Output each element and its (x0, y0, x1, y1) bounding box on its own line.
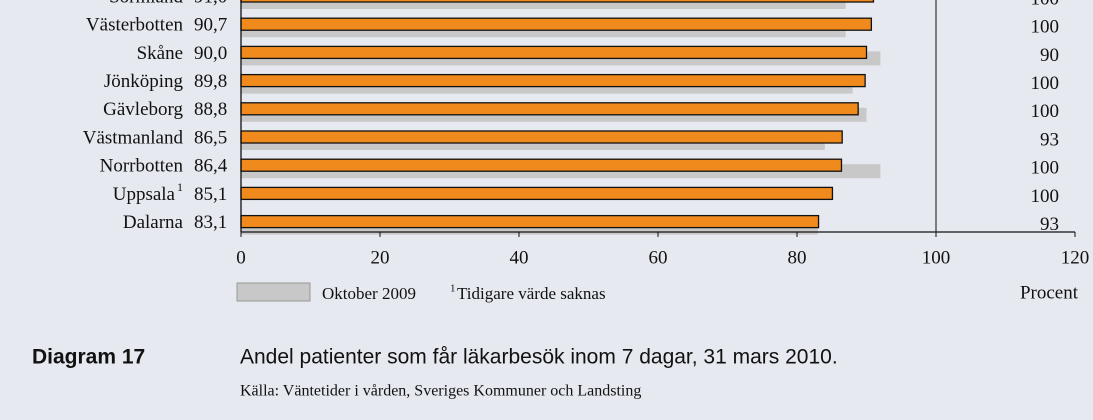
footnote: Tidigare värde saknas (457, 284, 606, 303)
bar (240, 214, 820, 229)
right-value: 100 (1031, 101, 1060, 122)
value-label: 88,8 (194, 99, 227, 120)
right-value: 90 (1040, 45, 1059, 66)
category-label: Uppsala (113, 184, 176, 205)
category-label: Västmanland (83, 127, 184, 148)
category-label: Sörmland (109, 0, 183, 7)
x-tick-label: 40 (510, 247, 529, 268)
x-tick-label: 120 (1061, 247, 1090, 268)
footnote-mark: 1 (177, 180, 183, 194)
right-value: 100 (1031, 186, 1060, 207)
footnote-mark: 1 (450, 283, 456, 295)
value-label: 90,7 (194, 15, 227, 36)
category-label: Västerbotten (86, 15, 184, 36)
right-value: 100 (1031, 17, 1060, 38)
right-value: 100 (1031, 0, 1060, 9)
bar (240, 102, 859, 116)
category-label: Norrbotten (100, 156, 184, 177)
chart-title: Andel patienter som får läkarbesök inom … (240, 346, 838, 369)
bar (240, 45, 868, 60)
x-tick-label: 0 (236, 247, 246, 268)
bar (240, 17, 873, 31)
right-value: 100 (1031, 158, 1060, 179)
source: Källa: Väntetider i vården, Sveriges Kom… (240, 383, 641, 400)
value-label: 90,0 (194, 43, 227, 64)
bar (240, 0, 875, 3)
bar (240, 186, 834, 201)
figure-label: Diagram 17 (32, 346, 145, 369)
bar (240, 73, 866, 88)
x-tick-label: 20 (371, 247, 390, 268)
bar (240, 130, 843, 144)
right-value: 100 (1031, 73, 1060, 94)
category-label: Dalarna (123, 212, 184, 233)
value-label: 83,1 (194, 212, 227, 233)
value-label: 86,5 (194, 127, 227, 148)
right-value: 93 (1040, 129, 1059, 150)
bar (240, 158, 843, 172)
x-axis-label: Procent (1020, 282, 1079, 303)
legend-label: Oktober 2009 (322, 284, 416, 303)
x-tick-label: 60 (649, 247, 668, 268)
x-tick-label: 80 (788, 247, 807, 268)
bar (241, 0, 846, 9)
value-label: 86,4 (194, 156, 228, 177)
category-label: Jönköping (104, 71, 184, 92)
legend-swatch (236, 282, 311, 302)
value-label: 89,8 (194, 71, 227, 92)
category-label: Skåne (137, 43, 183, 64)
right-value: 93 (1040, 214, 1059, 235)
value-label: 91,0 (194, 0, 227, 7)
value-label: 85,1 (194, 184, 227, 205)
x-tick-label: 100 (922, 247, 951, 268)
category-label: Gävleborg (103, 99, 183, 120)
